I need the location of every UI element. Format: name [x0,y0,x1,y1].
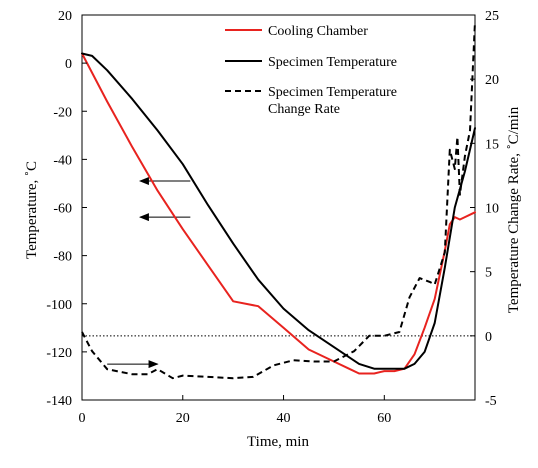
x-tick-label: 60 [377,411,391,426]
y-tick-label: -40 [53,153,72,168]
plot-area [81,14,476,401]
y2-axis-title: Temperature Change Rate, ˚C/min [506,106,522,313]
x-tick-label: 20 [176,411,190,426]
y2-tick-label: 10 [485,202,499,217]
legend-label-line: Change Rate [268,102,340,117]
x-axis-title: Time, min [247,434,309,450]
y2-tick-label: 5 [485,266,492,281]
legend-label: Cooling Chamber [268,24,368,39]
specimen-temperature-change-rate-line [81,21,476,380]
y-tick-label: -120 [46,346,72,361]
annotation-layer [82,177,475,369]
y2-tick-label: 25 [485,9,499,24]
y2-tick-label: 0 [485,330,492,345]
y-tick-label: -80 [53,250,72,265]
x-tick-label: 40 [277,411,291,426]
legend-label: Specimen Temperature [268,55,397,70]
series-layer [81,21,476,380]
legend-label: Specimen Temperature Change Rate [268,85,397,117]
legend-label-line: Specimen Temperature [268,85,397,100]
y2-tick-label: 20 [485,73,499,88]
axes-layer: 0 20 40 60 20 0 -20 -40 -60 -80 -100 -120 -140 25 20 15… [46,9,499,426]
y-tick-label: -20 [53,105,72,120]
y2-tick-label: 15 [485,137,499,152]
y-axis-title: Temperature, ˚C [24,161,40,259]
y-tick-label: 20 [58,9,72,24]
y-tick-label: -140 [46,394,72,409]
x-tick-label: 0 [79,411,86,426]
plot-frame [81,14,476,401]
y-tick-label: 0 [65,57,72,72]
y2-tick-label: -5 [485,394,497,409]
y-tick-label: -100 [46,298,72,313]
y-tick-label: -60 [53,202,72,217]
